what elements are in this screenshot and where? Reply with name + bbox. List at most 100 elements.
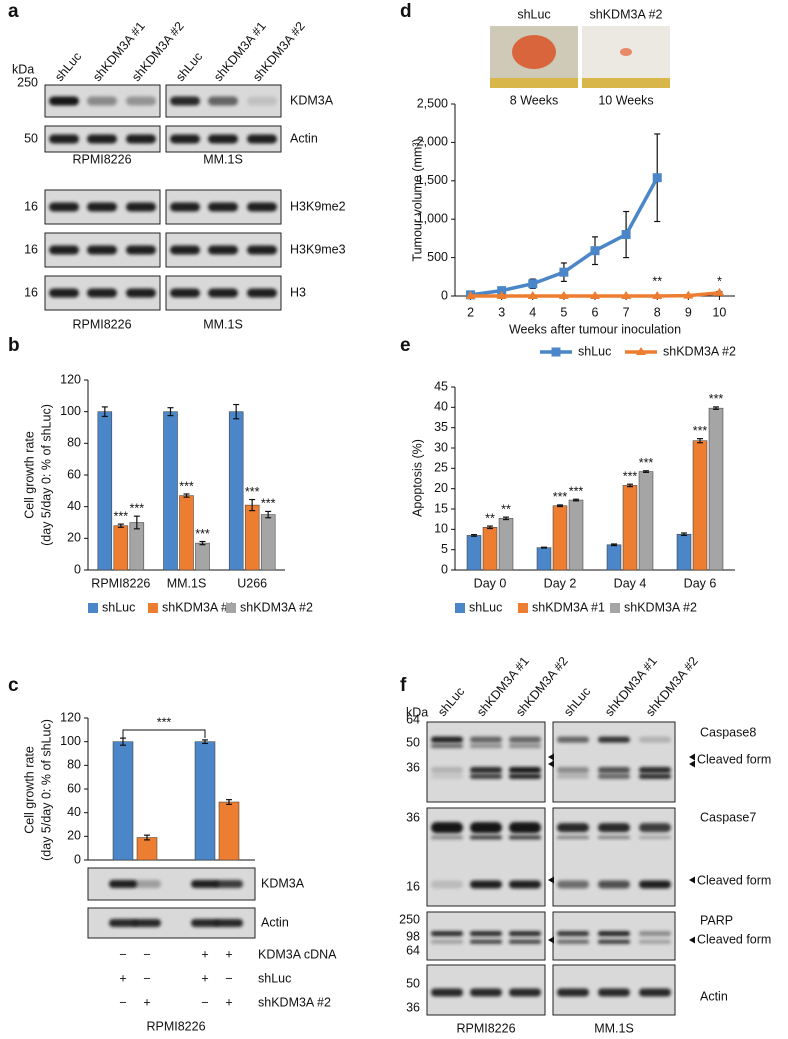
y-tick-label: 25 xyxy=(434,461,448,475)
cleaved-label: Cleaved form xyxy=(697,752,771,766)
bar xyxy=(113,525,129,571)
blot-band xyxy=(170,202,200,212)
mw-label: 36 xyxy=(406,810,420,824)
photo-label: shKDM3A #2 xyxy=(590,7,663,21)
blot-band xyxy=(126,134,156,144)
blot-band xyxy=(470,736,502,743)
bar xyxy=(482,527,498,571)
lane-label: shLuc xyxy=(173,49,205,84)
bar xyxy=(194,741,216,861)
panel-letter: f xyxy=(400,675,407,696)
photo xyxy=(582,26,670,88)
blot-band xyxy=(470,767,502,773)
legend-label: shLuc xyxy=(469,600,502,614)
panel-letter: c xyxy=(8,675,19,696)
photo-caption: 10 Weeks xyxy=(598,93,653,107)
blot-band xyxy=(49,202,79,212)
arrowhead xyxy=(689,760,695,768)
kda-label: kDa xyxy=(12,62,34,76)
marker xyxy=(636,347,646,355)
blot-band xyxy=(639,767,671,773)
blot-band xyxy=(87,134,117,144)
blot-band xyxy=(247,202,277,212)
cell-line-label: MM.1S xyxy=(594,1021,634,1035)
bar xyxy=(708,407,724,571)
blot-band xyxy=(247,245,277,255)
legend-label: shLuc xyxy=(578,344,611,358)
x-tick-label: 5 xyxy=(560,305,567,319)
blot-band xyxy=(557,773,589,779)
legend-swatch xyxy=(455,603,465,613)
blot-band xyxy=(87,288,117,298)
blot-band xyxy=(598,931,630,937)
y-tick-label: 40 xyxy=(67,499,81,513)
panel-letter: a xyxy=(8,1,19,22)
blot-band xyxy=(208,96,238,106)
arrowhead xyxy=(548,876,554,884)
y-tick-label: 60 xyxy=(67,467,81,481)
y-tick-label: 20 xyxy=(67,531,81,545)
arrowhead xyxy=(689,936,695,944)
bar xyxy=(466,535,482,571)
bar xyxy=(163,411,178,571)
protein-label: Caspase8 xyxy=(700,725,756,739)
x-axis-title: Weeks after tumour inoculation xyxy=(509,322,681,336)
condition-mark: − xyxy=(201,995,208,1009)
blot-band xyxy=(557,767,589,773)
blot-band xyxy=(470,835,502,840)
x-tick-label: Day 2 xyxy=(544,576,577,590)
arrowhead xyxy=(548,936,554,944)
marker xyxy=(683,290,694,299)
blot-band xyxy=(598,736,630,743)
marker xyxy=(559,267,569,277)
blot-band xyxy=(208,134,238,144)
condition-mark: + xyxy=(201,971,208,985)
x-tick-label: 10 xyxy=(712,305,726,319)
protein-label: Actin xyxy=(261,915,289,929)
marker xyxy=(497,286,507,296)
blot-band xyxy=(49,245,79,255)
marker xyxy=(528,279,538,289)
blot-band xyxy=(470,744,502,748)
y-tick-label: 40 xyxy=(67,805,81,819)
blot-band xyxy=(191,880,219,888)
y-tick-label: 60 xyxy=(67,781,81,795)
marker xyxy=(558,291,569,299)
cell-line-label: MM.1S xyxy=(203,152,243,166)
bar xyxy=(622,485,638,571)
cell-line-label: RPMI8226 xyxy=(456,1021,515,1035)
blot-band xyxy=(431,835,463,840)
y-axis-title: (day 5/day 0: % of shLuc) xyxy=(39,404,53,546)
significance: *** xyxy=(693,424,708,438)
mw-label: 36 xyxy=(406,760,420,774)
significance: ** xyxy=(652,274,662,288)
panel-letter: e xyxy=(400,335,411,356)
condition-mark: − xyxy=(225,971,232,985)
blot-band xyxy=(126,96,156,106)
marker xyxy=(621,291,632,299)
bar xyxy=(195,542,210,571)
x-tick-label: MM.1S xyxy=(167,576,207,590)
blot-band xyxy=(247,288,277,298)
legend-label: shKDM3A #1 xyxy=(532,600,605,614)
cell-line-label: RPMI8226 xyxy=(146,1019,205,1033)
y-tick-label: 1,000 xyxy=(417,211,448,225)
condition-mark: − xyxy=(143,947,150,961)
protein-label: Actin xyxy=(700,989,728,1003)
y-tick-label: 2,000 xyxy=(417,135,448,149)
blot-band xyxy=(557,880,589,889)
significance: ** xyxy=(501,502,511,516)
bar xyxy=(568,499,584,571)
condition-mark: + xyxy=(225,995,232,1009)
mw-label: 50 xyxy=(406,976,420,990)
arrowhead xyxy=(548,753,554,761)
mw-label: 50 xyxy=(406,735,420,749)
bar xyxy=(606,544,622,571)
blot-band xyxy=(557,931,589,937)
y-axis-title: Cell growth rate xyxy=(22,746,36,834)
condition-mark: + xyxy=(201,947,208,961)
x-tick-label: Day 4 xyxy=(614,576,647,590)
bar xyxy=(498,518,514,571)
blot-band xyxy=(509,939,541,944)
blot-band xyxy=(126,245,156,255)
